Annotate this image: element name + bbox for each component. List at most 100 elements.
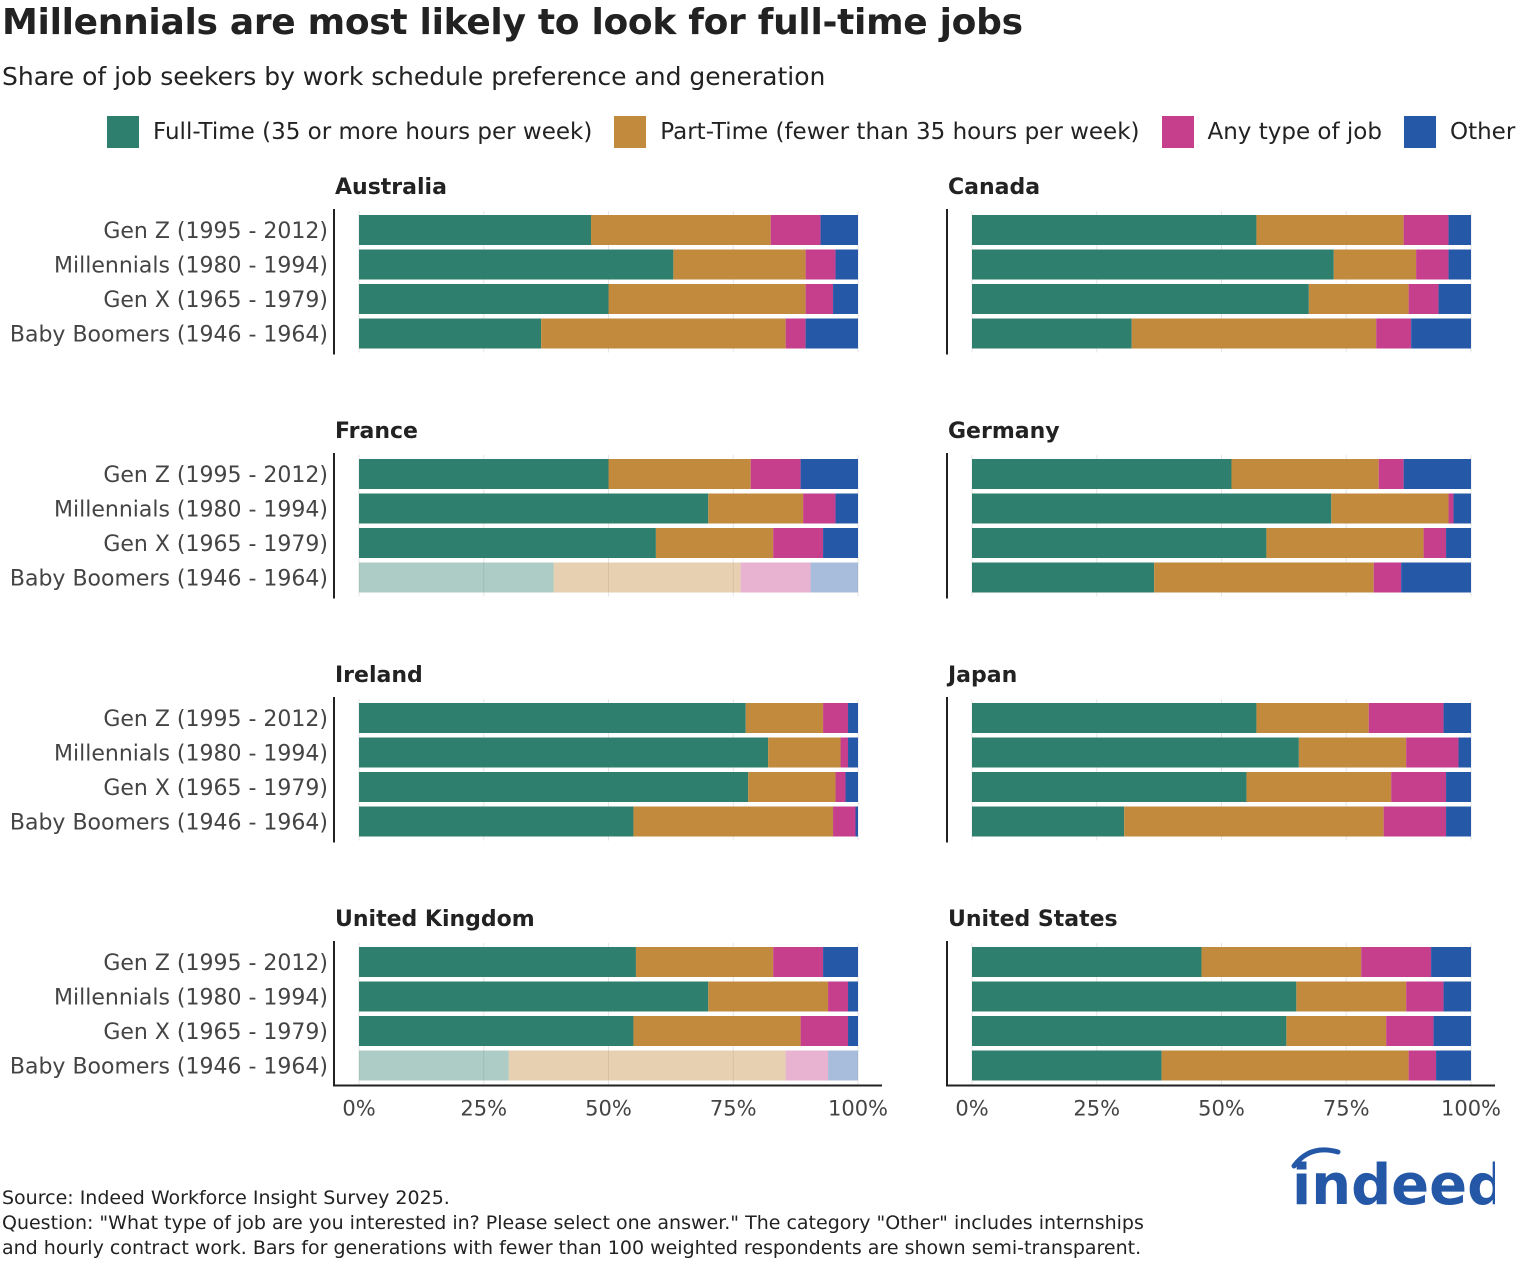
bar-australia-2-part-time [608, 284, 806, 314]
legend-item-part-time: Part-Time (fewer than 35 hours per week) [614, 116, 1140, 148]
bar-united-states-0-any-type [1361, 947, 1432, 977]
bar-germany-3-other [1401, 562, 1471, 593]
bar-canada-2-other [1438, 284, 1471, 314]
bar-united-states-0-part-time [1201, 947, 1362, 977]
footnotes: Source: Indeed Workforce Insight Survey … [2, 1186, 1282, 1261]
bar-germany-0-other [1403, 459, 1471, 489]
bar-ireland-1-full-time [359, 737, 769, 768]
bar-united-kingdom-0-other [823, 947, 858, 977]
category-label-ireland-3: Baby Boomers (1946 - 1964) [10, 811, 328, 836]
bar-ireland-3-any-type [833, 806, 856, 837]
bar-japan-2-other [1446, 772, 1471, 802]
panel-title-united-kingdom: United Kingdom [335, 907, 535, 932]
bar-ireland-0-full-time [359, 703, 746, 733]
bar-united-kingdom-3-any-type [785, 1050, 829, 1081]
panel-canada: Canada [946, 175, 1472, 355]
bar-australia-1-any-type [805, 249, 836, 280]
bar-united-kingdom-2-part-time [633, 1016, 801, 1046]
bar-united-kingdom-1-any-type [828, 981, 849, 1012]
bar-canada-3-any-type [1376, 318, 1412, 349]
bar-ireland-1-any-type [840, 737, 849, 768]
bar-canada-3-full-time [972, 318, 1132, 349]
legend-label-other: Other [1449, 119, 1516, 145]
bar-australia-0-any-type [770, 215, 821, 245]
bar-united-kingdom-3-other [828, 1050, 858, 1081]
bar-japan-3-any-type [1383, 806, 1447, 837]
bar-france-0-part-time [608, 459, 751, 489]
bar-france-3-full-time [359, 562, 554, 593]
bar-australia-1-part-time [673, 249, 806, 280]
bar-japan-0-other [1443, 703, 1471, 733]
bar-united-kingdom-0-full-time [359, 947, 636, 977]
x-tick-label-united-states-0: 0% [955, 1097, 988, 1121]
bar-germany-0-any-type [1378, 459, 1404, 489]
bar-france-1-any-type [803, 493, 836, 524]
panel-title-ireland: Ireland [335, 663, 423, 688]
bar-germany-2-part-time [1266, 528, 1424, 558]
bar-france-1-other [835, 493, 858, 524]
bar-canada-2-part-time [1308, 284, 1409, 314]
bar-germany-2-any-type [1423, 528, 1447, 558]
panel-title-united-states: United States [948, 907, 1118, 932]
legend-item-any-type: Any type of job [1161, 116, 1382, 148]
panel-france: France Gen Z (1995 - 2012) Millennials (19… [10, 419, 859, 599]
bar-united-states-3-any-type [1408, 1050, 1437, 1081]
bar-united-states-0-other [1431, 947, 1471, 977]
bar-canada-0-part-time [1256, 215, 1404, 245]
category-label-australia-2: Gen X (1965 - 1979) [103, 288, 328, 313]
panel-title-australia: Australia [335, 175, 447, 200]
indeed-logo: indeed [1291, 1147, 1495, 1216]
bar-canada-1-other [1448, 249, 1471, 280]
bar-united-kingdom-2-other [848, 1016, 858, 1046]
bar-united-kingdom-1-part-time [708, 981, 829, 1012]
x-tick-label-united-states-2: 50% [1198, 1097, 1245, 1121]
bar-japan-1-any-type [1406, 737, 1459, 768]
bar-germany-2-other [1446, 528, 1471, 558]
bar-germany-0-full-time [972, 459, 1232, 489]
bar-france-3-other [810, 562, 858, 593]
bar-united-states-2-full-time [972, 1016, 1287, 1046]
bar-canada-3-part-time [1131, 318, 1377, 349]
x-tick-label-united-kingdom-4: 100% [828, 1097, 888, 1121]
panel-title-canada: Canada [948, 175, 1040, 200]
x-tick-label-united-kingdom-2: 50% [585, 1097, 632, 1121]
bar-united-states-1-any-type [1406, 981, 1444, 1012]
category-label-australia-3: Baby Boomers (1946 - 1964) [10, 323, 328, 348]
bar-canada-1-part-time [1333, 249, 1417, 280]
bar-united-states-1-full-time [972, 981, 1297, 1012]
bar-japan-1-full-time [972, 737, 1299, 768]
bar-united-states-3-part-time [1161, 1050, 1409, 1081]
bar-ireland-1-other [848, 737, 858, 768]
bar-germany-2-full-time [972, 528, 1267, 558]
panel-japan: Japan [946, 663, 1472, 843]
legend-swatch-any-type [1161, 116, 1194, 148]
question-note-line-2: and hourly contract work. Bars for gener… [2, 1237, 1142, 1259]
bar-france-1-part-time [708, 493, 804, 524]
bar-germany-0-part-time [1231, 459, 1379, 489]
bar-canada-3-other [1411, 318, 1471, 349]
bar-united-kingdom-2-any-type [800, 1016, 849, 1046]
bar-japan-2-part-time [1246, 772, 1392, 802]
legend: Full-Time (35 or more hours per week) Pa… [107, 114, 1515, 150]
panel-title-germany: Germany [948, 419, 1060, 444]
panel-united-kingdom: United Kingdom Gen Z (1995 - 2012) Millenn… [10, 907, 888, 1121]
bar-japan-1-other [1458, 737, 1471, 768]
panel-australia: Australia Gen Z (1995 - 2012) Millennials … [10, 175, 859, 355]
bar-ireland-1-part-time [768, 737, 841, 768]
question-note-line-1: Question: "What type of job are you inte… [2, 1212, 1144, 1234]
panel-title-japan: Japan [946, 663, 1017, 688]
bar-australia-1-other [835, 249, 858, 280]
category-label-france-2: Gen X (1965 - 1979) [103, 532, 328, 557]
bar-ireland-0-other [848, 703, 858, 733]
bar-canada-0-full-time [972, 215, 1257, 245]
x-tick-label-united-states-4: 100% [1441, 1097, 1501, 1121]
bar-canada-0-any-type [1403, 215, 1449, 245]
bar-france-2-other [823, 528, 858, 558]
bar-australia-2-full-time [359, 284, 609, 314]
x-tick-label-united-kingdom-3: 75% [710, 1097, 757, 1121]
panel-germany: Germany [946, 419, 1472, 599]
bar-united-states-0-full-time [972, 947, 1202, 977]
category-label-france-0: Gen Z (1995 - 2012) [103, 463, 328, 488]
bar-canada-2-any-type [1408, 284, 1439, 314]
bar-ireland-0-any-type [823, 703, 849, 733]
